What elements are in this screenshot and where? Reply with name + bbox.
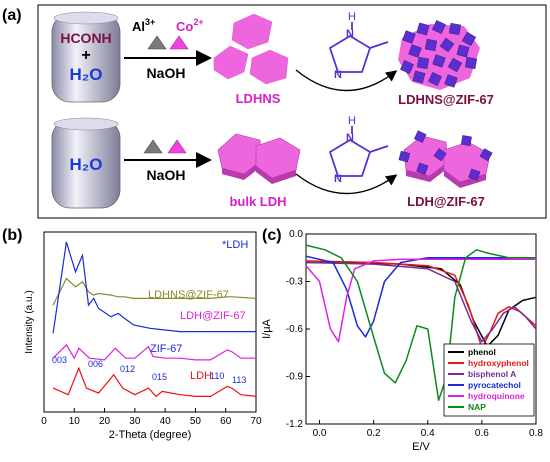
- imidazole-n2-row1: N: [334, 69, 342, 81]
- chart-c-y-tick-label: -0.3: [286, 277, 304, 288]
- chart-b-series-ldhns-zif-67: [52, 277, 257, 306]
- reactor-cylinder-row2: [51, 117, 121, 209]
- chart-b-x-tick-label: 20: [99, 416, 111, 427]
- naoh-label-row2: NaOH: [147, 167, 186, 183]
- chart-b-series-label-zif-67: ZIF-67: [150, 343, 182, 355]
- bulk-ldh-icon: [217, 133, 301, 184]
- chart-c-x-tick-label: 0.2: [367, 428, 381, 439]
- al-triangle-icon-row2: [143, 139, 163, 154]
- chart-c-legend-label-phenol: phenol: [468, 347, 496, 357]
- chart-c-legend-label-pyrocatechol: pyrocatechol: [468, 380, 521, 390]
- chart-b-xlabel: 2-Theta (degree): [109, 429, 192, 441]
- chart-c-y-tick-label: -0.6: [286, 324, 304, 335]
- chart-c-legend: [443, 343, 535, 417]
- chart-c-series-hydroxyphenol: [305, 260, 537, 349]
- chart-b-peak-label-012: 012: [120, 364, 135, 374]
- chart-b-peak-label-110: 110: [210, 371, 224, 381]
- methylimidazole-icon-row2: [328, 126, 389, 177]
- panel-a-label: (a): [2, 7, 22, 24]
- chart-b-series-ldh: [52, 366, 257, 398]
- chart-b-series-label-ldhns-zif-67: LDHNS@ZIF-67: [148, 289, 229, 301]
- chart-c-y-tick-label: 0.0: [289, 229, 303, 240]
- chart-c-legend-label-hydroxyphenol: hydroxyphenol: [468, 358, 529, 368]
- chart-b-peak-label-003: 003: [52, 355, 67, 365]
- panel-a-frame: [37, 4, 547, 219]
- chart-c-voltammetry: 0.0 0.2 0.4 0.6 0.8 0.0 -0.3 -0.6 -0.9 -1.2 E/V I/μ…: [261, 229, 543, 453]
- chart-b-peak-label-015: 015: [152, 372, 167, 382]
- chart-c-legend-label-bisphenol-a: bisphenol A: [468, 369, 516, 379]
- chart-b-x-tick-label: 70: [250, 416, 262, 427]
- imidazole-h-row1: H: [348, 11, 356, 23]
- chart-b-peak-label-113: 113: [232, 375, 246, 385]
- al-triangle-icon: [147, 35, 167, 50]
- chart-c-series-pyrocatechol: [305, 255, 536, 338]
- naoh-label-row1: NaOH: [147, 65, 186, 81]
- ion-co-label: Co2+: [176, 17, 204, 34]
- chart-c-y-tick-label: -1.2: [286, 419, 304, 430]
- chart-c-x-tick-label: 0.4: [421, 428, 435, 439]
- chart-b-ylabel: Intensity (a.u.): [24, 290, 35, 353]
- ldh-zif67-label: LDH@ZIF-67: [407, 194, 485, 209]
- ldhns-zif67-label: LDHNS@ZIF-67: [398, 92, 494, 107]
- reactor-plus-sign: +: [81, 47, 90, 64]
- imidazole-n1-row1: N: [346, 28, 354, 40]
- chart-c-legend-label-hydroquinone: hydroquinone: [468, 391, 525, 401]
- chart-c-series-bisphenol-a: [305, 261, 537, 343]
- ldh-zif67-composite-icon: [398, 130, 493, 188]
- ldhns-hexagon-icon: [213, 13, 289, 85]
- reactor-cylinder-row1: [51, 11, 121, 103]
- ldhns-label: LDHNS: [236, 91, 281, 106]
- imidazole-n2-row2: N: [334, 173, 342, 185]
- chart-c-ylabel: I/μA: [261, 318, 273, 338]
- chart-b-peak-label-006: 006: [88, 359, 103, 369]
- bulk-ldh-label: bulk LDH: [229, 194, 286, 209]
- reactor-water-label: H₂O: [69, 65, 102, 84]
- chart-c-y-tick-label: -0.9: [286, 372, 304, 383]
- chart-c-legend-label-nap: NAP: [468, 402, 486, 412]
- chart-b-x-tick-label: 0: [41, 416, 47, 427]
- curved-arrow-row2: [295, 173, 398, 195]
- chart-b-x-tick-label: 50: [190, 416, 202, 427]
- chart-c-x-tick-label: 0.0: [313, 428, 327, 439]
- chart-b-x-tick-label: 10: [69, 416, 81, 427]
- chart-b-x-tick-label: 30: [129, 416, 141, 427]
- chart-c-xlabel: E/V: [412, 441, 430, 453]
- chart-c-x-tick-label: 0.8: [529, 428, 543, 439]
- chart-c-series-nap: [305, 244, 536, 402]
- curved-arrow-row1: [295, 69, 398, 92]
- ldhns-zif67-composite-icon: [398, 20, 480, 90]
- chart-b-xrd: 0 10 20 30 40 50 60 70 2-Theta (degree) Intensity…: [24, 231, 262, 441]
- chart-b-series-label-ldh: LDH: [190, 370, 212, 382]
- ion-al-label: Al3+: [132, 17, 155, 34]
- imidazole-n1-row2: N: [346, 132, 354, 144]
- chart-c-x-tick-label: 0.6: [475, 428, 489, 439]
- chart-b-frame: [43, 231, 257, 413]
- chart-b-legend-note: *LDH: [222, 239, 248, 251]
- methylimidazole-icon-row1: [328, 22, 389, 73]
- chart-b-series-ldh-zif-67: [52, 343, 256, 361]
- reactor-formamide-label: HCONH: [60, 30, 111, 46]
- chart-c-series-hydroquinone: [305, 258, 536, 343]
- chart-b-x-tick-label: 40: [160, 416, 172, 427]
- imidazole-h-row2: H: [348, 115, 356, 127]
- chart-b-series-label-ldh-zif-67: LDH@ZIF-67: [180, 310, 246, 322]
- co-triangle-icon: [169, 35, 189, 50]
- co-triangle-icon-row2: [167, 139, 187, 154]
- panel-c-label: (c): [262, 227, 282, 244]
- chart-b-series-zif-67: [52, 241, 256, 334]
- reactor-water-label-row2: H₂O: [69, 155, 102, 174]
- chart-b-x-tick-label: 60: [220, 416, 232, 427]
- panel-b-label: (b): [2, 227, 22, 244]
